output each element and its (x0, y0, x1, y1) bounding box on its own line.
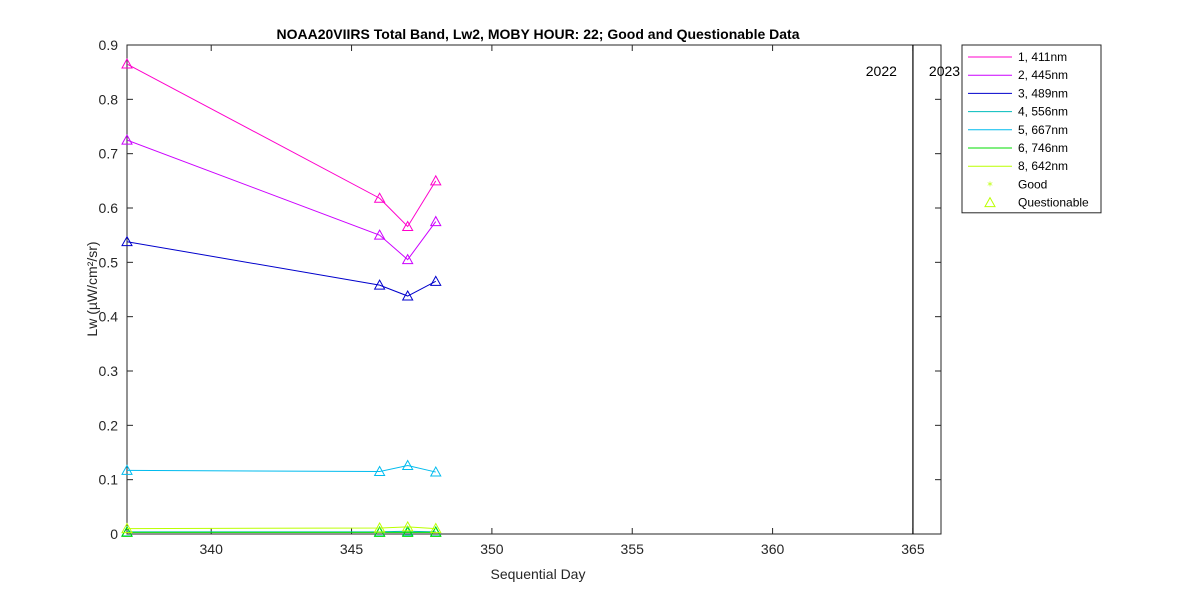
y-tick-label: 0.8 (99, 91, 119, 107)
x-tick-label: 365 (901, 541, 925, 557)
legend-entry: 8, 642nm (1018, 159, 1068, 173)
legend-marker-triangle (984, 196, 996, 208)
data-point (401, 520, 414, 532)
data-point (429, 275, 442, 286)
data-point (429, 466, 442, 477)
legend-entry: 6, 746nm (1018, 141, 1068, 155)
data-point (401, 289, 414, 301)
series-line (126, 465, 436, 473)
legend-box (961, 44, 1102, 214)
series-line (126, 139, 437, 261)
series-5 (121, 459, 442, 477)
series-group (121, 57, 442, 537)
year-label-right: 2023 (929, 63, 960, 79)
y-tick-label: 0.3 (99, 363, 119, 379)
legend-entry: Good (1018, 177, 1047, 191)
x-tick-label: 345 (340, 541, 364, 557)
data-point (121, 526, 133, 537)
data-point (429, 215, 442, 227)
series-3 (121, 235, 442, 301)
series-line (126, 526, 436, 530)
y-tick-label: 0.4 (99, 309, 119, 325)
data-point (121, 522, 133, 534)
legend-entry: 4, 556nm (1018, 105, 1068, 119)
data-point (373, 192, 386, 203)
data-point (121, 464, 133, 475)
data-point (373, 279, 386, 290)
y-tick-label: 0.6 (99, 200, 119, 216)
legend-entry: 2, 445nm (1018, 68, 1068, 82)
series-1 (121, 57, 442, 231)
y-tick-label: 0.5 (99, 254, 119, 270)
legend-marker-star: * (987, 179, 993, 192)
x-tick-label: 360 (761, 541, 785, 557)
legend: 1, 411nm 2, 445nm 3, 489nm 4, 556nm 5, 667nm… (961, 44, 1102, 214)
y-tick-label: 0 (110, 526, 118, 542)
x-tick-label: 355 (621, 541, 645, 557)
data-point (373, 229, 386, 240)
series-line (127, 530, 436, 533)
data-point (401, 253, 414, 265)
data-point (429, 522, 442, 534)
data-point (429, 526, 442, 537)
legend-entry: Questionable (1018, 196, 1089, 210)
series-2 (121, 134, 442, 265)
y-axis-label: Lw (µW/cm²/sr) (84, 241, 100, 336)
x-tick-label: 340 (200, 541, 224, 557)
series-7 (121, 520, 442, 534)
plot-frame (126, 44, 942, 535)
x-tick-label: 350 (480, 541, 504, 557)
legend-entry: 5, 667nm (1018, 123, 1068, 137)
legend-entry: 1, 411nm (1018, 50, 1067, 64)
y-tick-label: 0.7 (99, 146, 119, 162)
data-point (373, 521, 386, 533)
data-point (401, 220, 414, 231)
y-tick-label: 0.2 (99, 417, 119, 433)
data-point (401, 459, 414, 471)
year-label-left: 2022 (866, 63, 897, 79)
plot-area (127, 45, 941, 534)
y-tick-label: 0.1 (99, 472, 119, 488)
series-line (126, 63, 437, 228)
x-axis-label: Sequential Day (491, 566, 586, 582)
legend-entry: 3, 489nm (1018, 86, 1068, 100)
data-point (429, 174, 442, 186)
axes: 340 345 350 355 360 365 0 0.1 0.2 0.3 0.4 0.5 0.6 0.7… (99, 37, 961, 557)
data-point (121, 57, 133, 69)
series-line (126, 241, 436, 297)
data-point (121, 235, 133, 247)
data-point (121, 134, 133, 145)
data-point (373, 465, 386, 477)
data-point (401, 526, 414, 537)
chart-title: NOAA20VIIRS Total Band, Lw2, MOBY HOUR: … (277, 26, 800, 42)
y-tick-label: 0.9 (99, 37, 119, 53)
